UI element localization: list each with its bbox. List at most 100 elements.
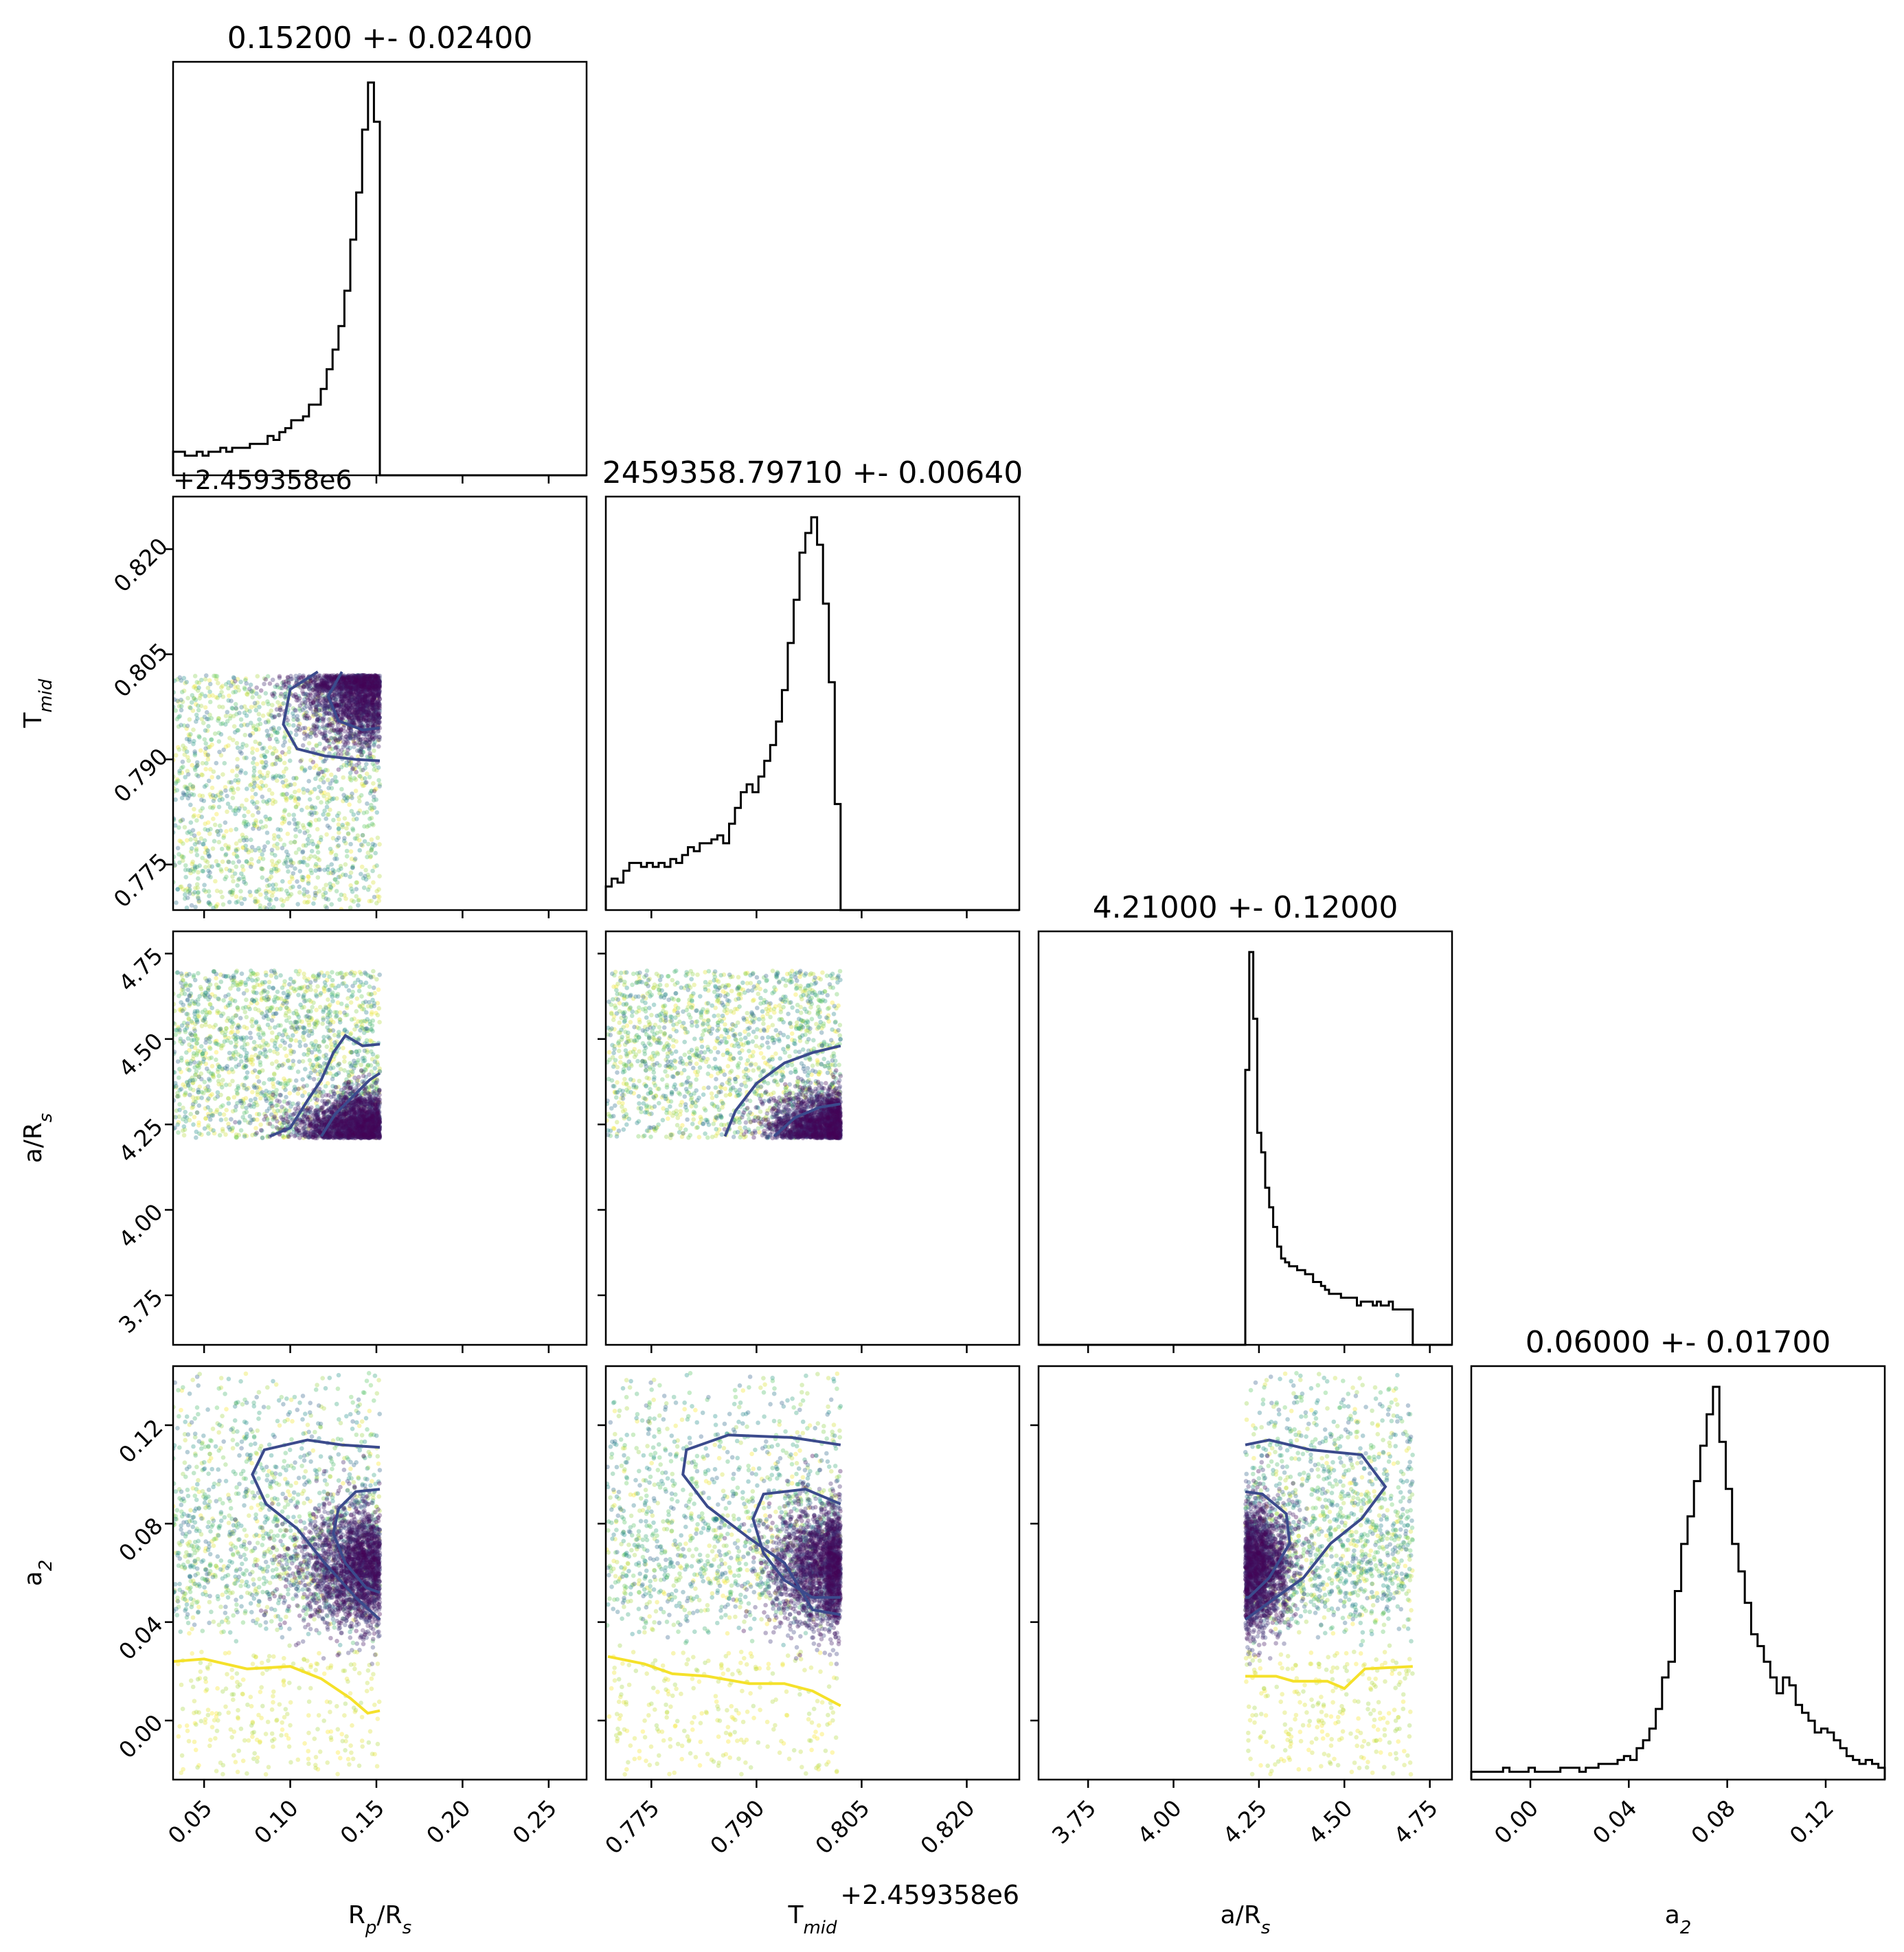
scatter-point [265,883,270,889]
scatter-point [349,729,354,734]
scatter-point [177,771,182,775]
scatter-point [203,728,208,733]
scatter-point [234,847,239,852]
scatter-point [251,779,257,784]
scatter-point [236,859,242,864]
scatter-point [267,787,272,793]
scatter-point [312,810,317,815]
scatter-point [207,902,213,907]
scatter-point [315,688,320,693]
scatter-point [313,805,318,810]
scatter-point [350,718,355,723]
scatter-point [210,805,216,810]
scatter-point [278,828,283,832]
scatter-point [267,876,272,882]
scatter-point [302,712,306,718]
scatter-point [235,757,240,762]
scatter-point [262,1080,267,1086]
scatter-point [337,1030,341,1034]
scatter-point [307,797,313,802]
scatter-point [350,680,354,685]
scatter-point [369,848,374,853]
scatter-point [323,1084,328,1089]
scatter-point [342,749,347,754]
scatter-point [253,820,258,825]
scatter-point [191,741,196,747]
scatter-point [283,751,288,757]
scatter-point [332,877,338,882]
scatter-point [216,839,222,845]
scatter-point [280,846,285,851]
scatter-point [221,998,226,1003]
scatter-point [364,718,370,723]
scatter-point [376,720,381,725]
scatter-point [255,723,260,728]
scatter-point [227,716,233,721]
scatter-point [250,1017,255,1022]
scatter-point [209,864,215,869]
scatter-point [297,890,302,895]
scatter-point [300,877,306,883]
scatter-point [376,681,382,686]
scatter-point [350,710,355,715]
scatter-point [203,865,208,870]
scatter-point [374,675,379,681]
scatter-point [372,710,376,716]
scatter-point [239,901,245,906]
scatter-point [322,867,327,872]
scatter-point [213,1041,218,1046]
scatter-point [312,723,317,729]
scatter-point [189,700,194,705]
scatter-point [359,1019,363,1024]
scatter-point [181,764,185,769]
scatter-point [318,683,323,689]
scatter-point [284,855,290,860]
scatter-point [331,677,337,682]
scatter-point [354,711,359,716]
scatter-point [339,710,344,715]
scatter-point [192,863,198,869]
scatter-point [317,690,322,694]
scatter-point [233,679,238,684]
scatter-point [231,808,236,813]
scatter-point [244,713,249,718]
scatter-point [296,1014,302,1019]
scatter-point [371,822,376,828]
scatter-point [369,788,374,794]
scatter-point [335,740,341,745]
scatter-point [374,733,378,738]
scatter-point [348,841,353,847]
scatter-point [345,714,351,718]
scatter-point [239,803,245,808]
scatter-point [347,694,352,699]
scatter-point [203,694,208,699]
scatter-point [260,783,265,788]
scatter-point [183,867,188,872]
scatter-point [208,794,214,799]
scatter-point [321,793,327,799]
scatter-point [184,726,190,731]
scatter-point [344,693,349,699]
scatter-point [263,824,269,829]
scatter-point [373,693,378,699]
scatter-point [350,704,355,709]
scatter-point [190,859,196,865]
scatter-point [331,817,336,823]
scatter-point [216,1074,222,1078]
scatter-point [336,826,341,832]
scatter-point [350,675,355,680]
scatter-point [315,875,321,880]
scatter-point [224,829,229,834]
scatter-point [318,990,324,996]
scatter-point [253,1019,259,1024]
scatter-point [214,760,219,766]
scatter-point [348,745,352,751]
scatter-point [177,747,182,752]
scatter-point [372,731,377,736]
scatter-point [238,749,242,754]
scatter-point [333,738,339,742]
scatter-point [350,993,355,998]
scatter-point [250,978,255,983]
scatter-point [228,1030,234,1035]
scatter-point [185,830,190,835]
